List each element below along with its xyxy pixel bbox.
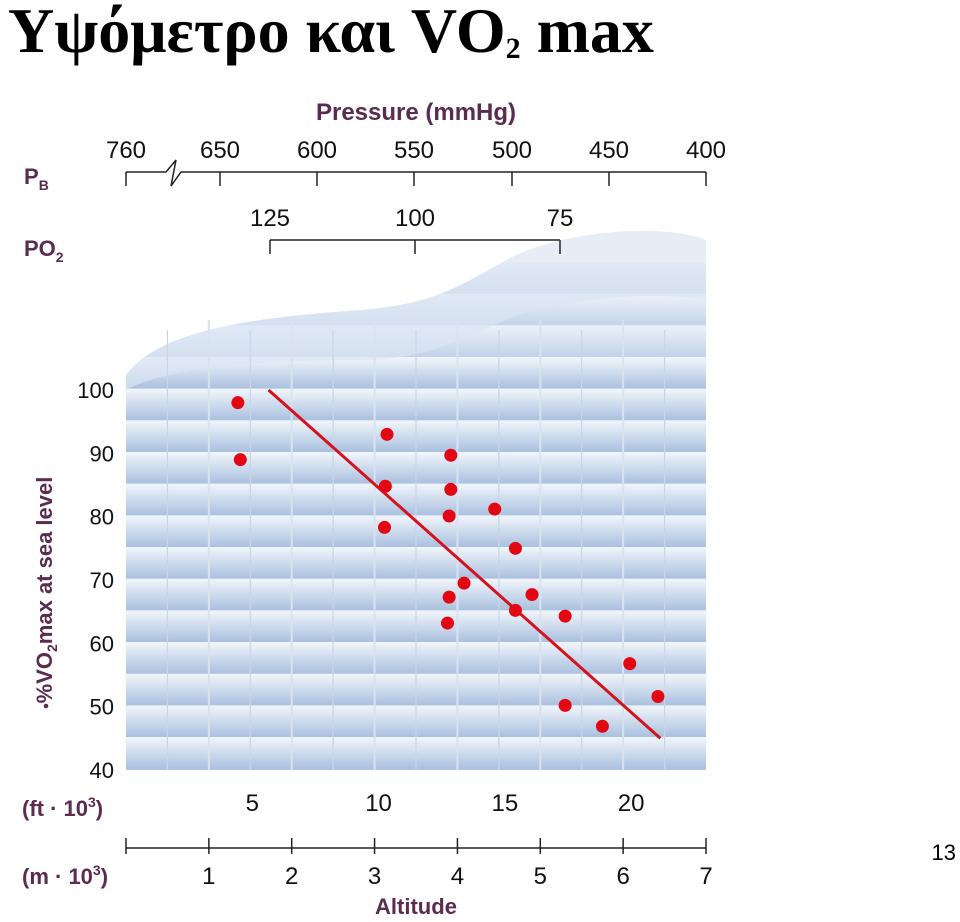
- feet-tick-label: 20: [618, 790, 645, 817]
- meters-tick-label: 7: [699, 863, 712, 890]
- po2-tick-label: 75: [547, 205, 574, 232]
- data-point: [444, 482, 458, 496]
- y-tick-label: 80: [90, 505, 114, 530]
- data-point: [442, 509, 456, 523]
- data-point: [488, 502, 502, 516]
- y-tick-label: 60: [90, 631, 114, 656]
- pb-tick-label: 400: [686, 137, 726, 164]
- chart-gridlines: [166, 320, 666, 770]
- data-point: [457, 576, 471, 590]
- y-tick-label: 100: [77, 378, 114, 403]
- feet-axis-label: (ft · 103): [22, 794, 103, 821]
- meters-tick-label: 4: [451, 863, 464, 890]
- slide-number: 13: [931, 840, 956, 865]
- y-axis-label: %VO2max at sea level: [32, 477, 60, 704]
- y-tick-labels: 40 50 60 70 80 90 100: [77, 378, 114, 783]
- meters-tick-label: 5: [534, 863, 547, 890]
- feet-tick-labels: 5 10 15 20: [246, 790, 645, 817]
- pb-tick-label: 650: [200, 137, 240, 164]
- data-point: [378, 479, 392, 493]
- data-point: [623, 657, 637, 671]
- data-point: [233, 453, 247, 467]
- data-point: [440, 616, 454, 630]
- sky-gradient-top: [126, 230, 706, 390]
- sky-clip: [126, 230, 706, 375]
- feet-tick-label: 15: [491, 790, 518, 817]
- data-points: [231, 396, 665, 733]
- title-text: Υψόμετρο και VO: [8, 0, 506, 66]
- x-axis-label: Altitude: [375, 894, 457, 919]
- meters-tick-label: 3: [368, 863, 381, 890]
- pb-tick-label: 550: [394, 137, 434, 164]
- meters-tick-label: 6: [616, 863, 629, 890]
- pb-tick-label: 450: [589, 137, 629, 164]
- data-point: [651, 690, 665, 704]
- feet-tick-label: 10: [365, 790, 392, 817]
- slide-title: Υψόμετρο και VO2 max: [8, 0, 654, 68]
- meters-tick-labels: 1 2 3 4 5 6 7: [202, 863, 713, 890]
- po2-axis: 125 100 75: [250, 205, 573, 254]
- title-text-end: max: [520, 0, 654, 66]
- pb-label: PB: [24, 164, 49, 193]
- data-point: [380, 427, 394, 441]
- y-tick-label: 70: [90, 568, 114, 593]
- data-point: [558, 609, 572, 623]
- po2-label: PO2: [24, 236, 64, 265]
- vdot-mark: [43, 703, 49, 709]
- data-point: [508, 603, 522, 617]
- data-point: [444, 448, 458, 462]
- data-point: [442, 590, 456, 604]
- data-point: [525, 588, 539, 602]
- data-point: [508, 541, 522, 555]
- title-subscript: 2: [505, 32, 521, 65]
- pb-axis-line: [126, 159, 706, 187]
- po2-tick-label: 125: [250, 205, 290, 232]
- meters-tick-label: 2: [285, 863, 298, 890]
- po2-tick-label: 100: [395, 205, 435, 232]
- meters-tick-label: 1: [202, 863, 215, 890]
- y-tick-label: 90: [90, 441, 114, 466]
- meters-axis-label: (m · 103): [22, 862, 108, 889]
- y-tick-label: 50: [90, 695, 114, 720]
- meters-axis: [125, 838, 707, 854]
- data-point: [558, 698, 572, 712]
- pb-tick-label: 500: [492, 137, 532, 164]
- pb-axis: 760 650 600 550 500 450 400: [106, 137, 726, 187]
- pb-tick-label: 760: [106, 137, 146, 164]
- data-point: [231, 396, 245, 410]
- data-point: [595, 719, 609, 733]
- pb-tick-label: 600: [297, 137, 337, 164]
- pressure-title: Pressure (mmHg): [316, 99, 516, 126]
- y-tick-label: 40: [90, 758, 114, 783]
- trend-line: [267, 388, 662, 740]
- data-point: [378, 520, 392, 534]
- feet-tick-label: 5: [246, 790, 259, 817]
